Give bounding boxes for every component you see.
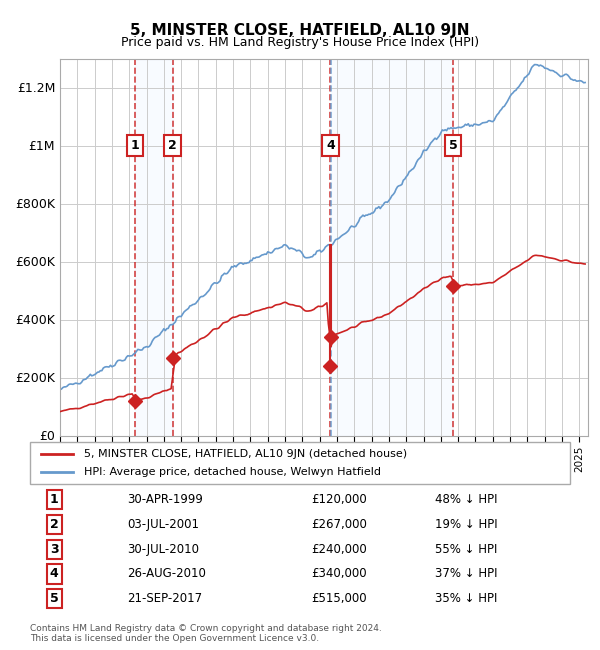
- Text: £267,000: £267,000: [311, 518, 367, 531]
- Text: 2: 2: [168, 139, 177, 152]
- Text: 4: 4: [326, 139, 335, 152]
- Text: £340,000: £340,000: [311, 567, 367, 580]
- Bar: [331, 58, 454, 436]
- Text: 03-JUL-2001: 03-JUL-2001: [127, 518, 199, 531]
- Text: 48% ↓ HPI: 48% ↓ HPI: [435, 493, 497, 506]
- Text: 5, MINSTER CLOSE, HATFIELD, AL10 9JN (detached house): 5, MINSTER CLOSE, HATFIELD, AL10 9JN (de…: [84, 449, 407, 459]
- Text: 30-JUL-2010: 30-JUL-2010: [127, 543, 199, 556]
- Text: 4: 4: [50, 567, 59, 580]
- Text: 2: 2: [50, 518, 59, 531]
- Text: 30-APR-1999: 30-APR-1999: [127, 493, 203, 506]
- Text: 37% ↓ HPI: 37% ↓ HPI: [435, 567, 497, 580]
- Text: 3: 3: [50, 543, 59, 556]
- Text: HPI: Average price, detached house, Welwyn Hatfield: HPI: Average price, detached house, Welw…: [84, 467, 381, 477]
- Text: £240,000: £240,000: [311, 543, 367, 556]
- Bar: [135, 58, 173, 436]
- Text: 55% ↓ HPI: 55% ↓ HPI: [435, 543, 497, 556]
- Text: 26-AUG-2010: 26-AUG-2010: [127, 567, 206, 580]
- Text: £120,000: £120,000: [311, 493, 367, 506]
- Text: £515,000: £515,000: [311, 592, 367, 605]
- Text: 5, MINSTER CLOSE, HATFIELD, AL10 9JN: 5, MINSTER CLOSE, HATFIELD, AL10 9JN: [130, 23, 470, 38]
- Text: 35% ↓ HPI: 35% ↓ HPI: [435, 592, 497, 605]
- Text: 5: 5: [449, 139, 458, 152]
- Text: 21-SEP-2017: 21-SEP-2017: [127, 592, 202, 605]
- Text: 19% ↓ HPI: 19% ↓ HPI: [435, 518, 497, 531]
- Text: Price paid vs. HM Land Registry's House Price Index (HPI): Price paid vs. HM Land Registry's House …: [121, 36, 479, 49]
- FancyBboxPatch shape: [30, 442, 570, 484]
- Text: 1: 1: [131, 139, 139, 152]
- Text: Contains HM Land Registry data © Crown copyright and database right 2024.
This d: Contains HM Land Registry data © Crown c…: [30, 624, 382, 644]
- Text: 5: 5: [50, 592, 59, 605]
- Text: 1: 1: [50, 493, 59, 506]
